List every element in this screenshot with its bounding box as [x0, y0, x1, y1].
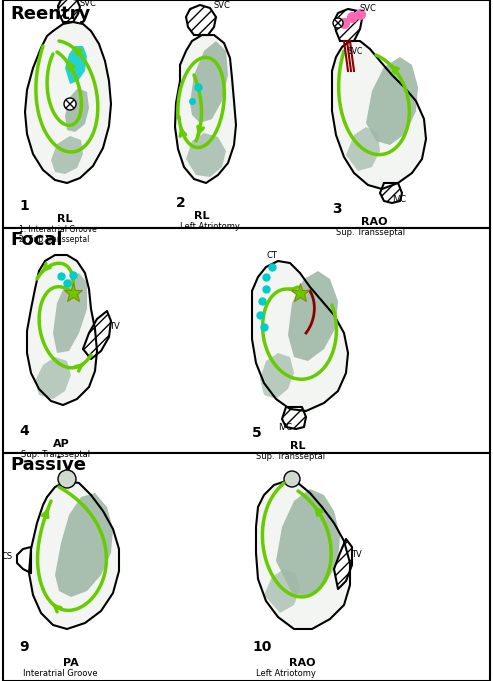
Polygon shape: [186, 5, 216, 35]
Text: 1. Interatrial Groove: 1. Interatrial Groove: [19, 225, 97, 234]
Polygon shape: [175, 35, 236, 183]
Polygon shape: [51, 136, 83, 174]
Polygon shape: [346, 127, 380, 171]
Polygon shape: [252, 261, 348, 411]
Polygon shape: [53, 273, 87, 353]
Polygon shape: [55, 493, 113, 597]
Polygon shape: [380, 183, 402, 203]
Text: SVC: SVC: [348, 47, 363, 56]
Text: Sup. Transseptal: Sup. Transseptal: [21, 450, 90, 459]
Circle shape: [284, 471, 300, 487]
Text: RAO: RAO: [289, 658, 315, 668]
Text: Sup. Transseptal: Sup. Transseptal: [336, 228, 405, 237]
Text: Focal: Focal: [10, 231, 63, 249]
Text: SVC: SVC: [360, 4, 377, 13]
Polygon shape: [332, 41, 426, 189]
Text: RL: RL: [194, 211, 210, 221]
Text: 10: 10: [252, 640, 271, 654]
Text: Sup. Transseptal: Sup. Transseptal: [256, 452, 325, 461]
Polygon shape: [29, 481, 119, 629]
Text: SVC: SVC: [79, 0, 96, 8]
Text: PA: PA: [63, 658, 79, 668]
Polygon shape: [35, 357, 71, 399]
Polygon shape: [276, 489, 340, 597]
Polygon shape: [65, 88, 89, 132]
Text: Left Atriotomy: Left Atriotomy: [256, 669, 316, 678]
Polygon shape: [65, 46, 87, 84]
Text: Passive: Passive: [10, 456, 86, 474]
Polygon shape: [58, 0, 80, 22]
Text: CT: CT: [267, 251, 278, 260]
Bar: [3, 0, 490, 228]
Polygon shape: [186, 133, 226, 177]
Polygon shape: [260, 353, 294, 399]
Polygon shape: [256, 481, 350, 629]
Polygon shape: [334, 539, 352, 589]
Polygon shape: [83, 311, 111, 359]
Text: IVC: IVC: [392, 195, 406, 204]
Polygon shape: [288, 271, 338, 361]
Text: TV: TV: [109, 322, 120, 331]
Polygon shape: [282, 407, 306, 429]
Text: Reentry: Reentry: [10, 5, 90, 23]
Circle shape: [58, 470, 76, 488]
Text: 1: 1: [19, 199, 29, 213]
Polygon shape: [190, 41, 228, 123]
Bar: [3, 453, 490, 681]
Polygon shape: [27, 255, 97, 405]
Circle shape: [64, 98, 76, 110]
Text: TV: TV: [351, 550, 362, 559]
Text: RL: RL: [290, 441, 306, 451]
Text: Left Atriotomy: Left Atriotomy: [180, 222, 240, 231]
Text: Interatrial Groove: Interatrial Groove: [23, 669, 98, 678]
Text: RL: RL: [57, 214, 73, 224]
Bar: [3, 228, 490, 453]
Polygon shape: [334, 9, 362, 41]
Text: 5: 5: [252, 426, 262, 440]
Circle shape: [333, 18, 343, 28]
Text: 4: 4: [19, 424, 29, 438]
Text: 3: 3: [332, 202, 342, 216]
Text: RAO: RAO: [361, 217, 387, 227]
Polygon shape: [264, 569, 300, 613]
Text: 2: 2: [176, 196, 186, 210]
Text: SVC: SVC: [214, 1, 231, 10]
Polygon shape: [366, 57, 418, 145]
Text: CS: CS: [2, 552, 13, 561]
Text: AP: AP: [53, 439, 70, 449]
Polygon shape: [25, 22, 111, 183]
Text: IVC: IVC: [278, 423, 292, 432]
Text: 2. Sup.Transseptal: 2. Sup.Transseptal: [19, 235, 89, 244]
Text: 9: 9: [19, 640, 29, 654]
